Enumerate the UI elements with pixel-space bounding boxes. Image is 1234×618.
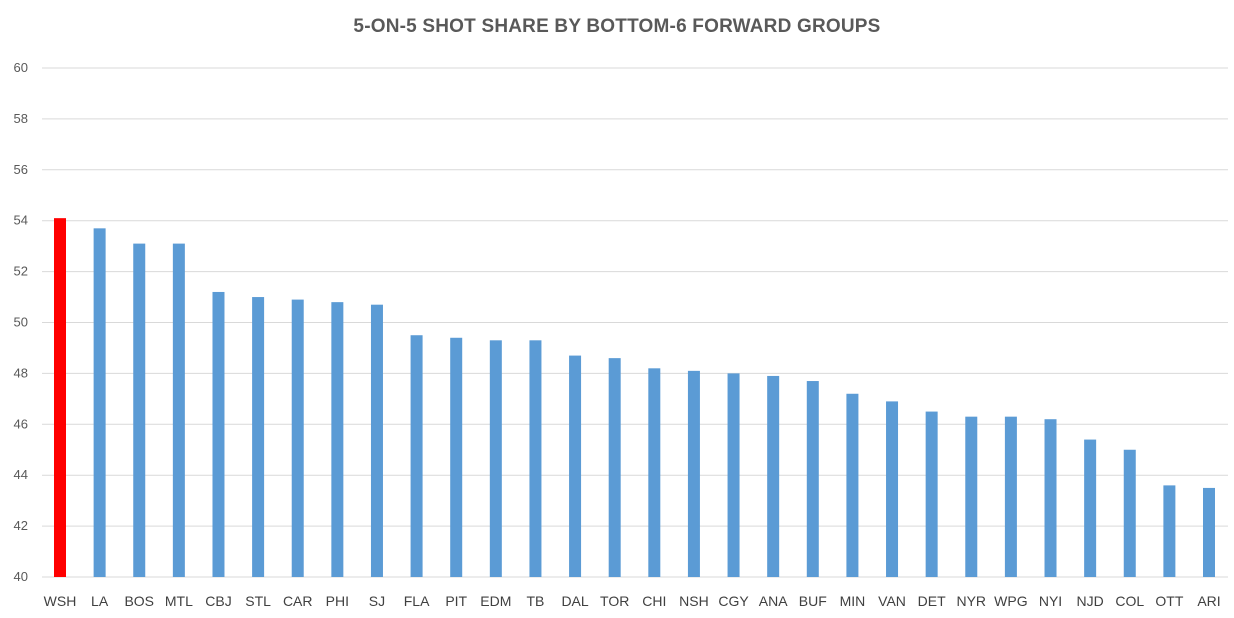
x-tick-label-wpg: WPG — [994, 593, 1027, 609]
bars — [54, 218, 1215, 578]
bar-sj — [370, 304, 383, 577]
bar-mtl — [172, 243, 185, 578]
bar-wsh — [54, 218, 66, 577]
x-tick-label-nyr: NYR — [956, 593, 986, 609]
x-tick-label-nyi: NYI — [1039, 593, 1062, 609]
y-tick-label: 56 — [14, 162, 28, 177]
bar-njd — [1084, 439, 1097, 577]
y-tick-label: 60 — [14, 60, 28, 75]
x-tick-label-mtl: MTL — [165, 593, 193, 609]
x-tick-label-car: CAR — [283, 593, 313, 609]
bar-stl — [252, 297, 265, 577]
y-tick-label: 58 — [14, 111, 28, 126]
bar-nyr — [965, 416, 978, 577]
x-axis-categories: WSH LA BOS MTL CBJ STL CAR PHI SJ FLA PIT EDM TB DAL T… — [44, 593, 1221, 609]
bar-edm — [489, 340, 502, 577]
x-tick-label-fla: FLA — [404, 593, 430, 609]
bar-pit — [450, 337, 463, 577]
y-axis-ticks: 40 42 44 46 48 50 52 54 56 58 60 — [14, 60, 28, 584]
x-tick-label-buf: BUF — [799, 593, 827, 609]
x-tick-label-njd: NJD — [1077, 593, 1104, 609]
bar-cbj — [212, 291, 225, 577]
y-tick-label: 48 — [14, 365, 28, 380]
bar-cgy — [727, 373, 740, 577]
bar-tb — [529, 340, 542, 577]
x-tick-label-ana: ANA — [759, 593, 788, 609]
y-tick-label: 46 — [14, 416, 28, 431]
bar-chi — [648, 368, 661, 577]
bar-nyi — [1044, 419, 1057, 577]
x-tick-label-edm: EDM — [480, 593, 511, 609]
bar-ari — [1203, 487, 1215, 577]
bar-col — [1123, 449, 1136, 577]
y-tick-label: 40 — [14, 569, 28, 584]
x-tick-label-col: COL — [1115, 593, 1144, 609]
x-tick-label-wsh: WSH — [44, 593, 77, 609]
bar-ana — [767, 375, 780, 577]
x-tick-label-stl: STL — [245, 593, 271, 609]
x-tick-label-cgy: CGY — [718, 593, 749, 609]
bar-bos — [133, 243, 146, 578]
bar-ott — [1163, 485, 1176, 577]
x-tick-label-sj: SJ — [369, 593, 385, 609]
bar-tor — [608, 358, 621, 577]
x-tick-label-phi: PHI — [326, 593, 349, 609]
x-tick-label-nsh: NSH — [679, 593, 709, 609]
x-tick-label-bos: BOS — [124, 593, 154, 609]
x-tick-label-cbj: CBJ — [205, 593, 231, 609]
x-tick-label-pit: PIT — [445, 593, 467, 609]
chart-title: 5-ON-5 SHOT SHARE BY BOTTOM-6 FORWARD GR… — [353, 16, 881, 37]
y-tick-label: 52 — [14, 264, 28, 279]
x-tick-label-min: MIN — [840, 593, 866, 609]
bar-la — [93, 228, 106, 577]
x-tick-label-tb: TB — [527, 593, 545, 609]
bar-car — [291, 299, 304, 577]
y-tick-label: 44 — [14, 467, 28, 482]
x-tick-label-van: VAN — [878, 593, 906, 609]
x-tick-label-tor: TOR — [600, 593, 629, 609]
x-tick-label-dal: DAL — [561, 593, 588, 609]
x-tick-label-chi: CHI — [642, 593, 666, 609]
bar-det — [925, 411, 938, 577]
bar-van — [886, 401, 899, 577]
x-tick-label-ott: OTT — [1155, 593, 1183, 609]
x-tick-label-ari: ARI — [1197, 593, 1220, 609]
y-tick-label: 42 — [14, 518, 28, 533]
bar-min — [846, 393, 859, 577]
bar-phi — [331, 302, 344, 577]
y-tick-label: 54 — [14, 213, 28, 228]
bar-buf — [806, 381, 819, 577]
bar-dal — [569, 355, 582, 577]
x-tick-label-la: LA — [91, 593, 109, 609]
bar-nsh — [687, 370, 700, 577]
x-tick-label-det: DET — [918, 593, 946, 609]
gridlines — [42, 67, 1228, 578]
bar-wpg — [1004, 416, 1017, 577]
y-tick-label: 50 — [14, 315, 28, 330]
bar-fla — [410, 335, 423, 577]
